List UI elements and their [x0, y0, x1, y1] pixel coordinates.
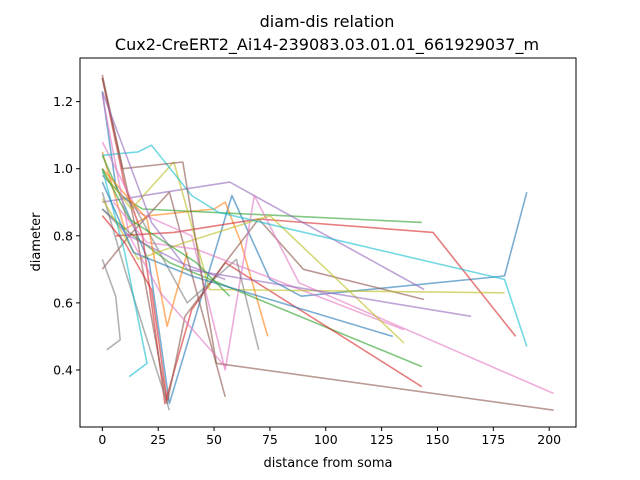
- chart-title: diam-dis relation: [260, 12, 395, 31]
- x-tick-label: 25: [150, 432, 166, 447]
- x-tick-label: 200: [537, 432, 561, 447]
- axes-frame: [79, 57, 577, 428]
- x-tick-label: 75: [262, 432, 278, 447]
- x-tick-label: 50: [206, 432, 222, 447]
- y-tick-label: 1.2: [53, 94, 73, 109]
- y-axis-ticks: 0.4 0.6 0.8 1.0 1.2: [53, 94, 80, 377]
- y-tick-label: 0.8: [53, 228, 73, 243]
- series-line-20: [101, 168, 188, 328]
- chart-subtitle: Cux2-CreERT2_Ai14-239083.03.01.01_661929…: [115, 35, 539, 55]
- series-line-1: [101, 91, 528, 405]
- y-axis-label: diameter: [29, 212, 44, 272]
- series-line-24: [101, 168, 231, 297]
- series-line-7: [102, 181, 425, 291]
- series-line-16: [101, 198, 405, 344]
- series-line-18: [101, 168, 148, 378]
- series-line-26: [101, 215, 168, 401]
- x-tick-label: 0: [98, 432, 106, 447]
- y-tick-label: 1.0: [53, 161, 73, 176]
- plot-area-lines: [101, 74, 555, 411]
- series-line-21: [101, 77, 554, 411]
- series-line-23: [101, 94, 226, 368]
- series-line-14: [101, 191, 171, 411]
- series-line-25: [101, 259, 121, 351]
- y-tick-label: 0.6: [53, 295, 73, 310]
- x-tick-label: 175: [481, 432, 505, 447]
- x-tick-label: 100: [314, 432, 338, 447]
- x-tick-label: 125: [370, 432, 394, 447]
- x-axis-label: distance from soma: [264, 456, 393, 471]
- y-tick-label: 0.4: [53, 362, 73, 377]
- series-line-17: [102, 144, 528, 347]
- x-tick-label: 150: [426, 432, 450, 447]
- x-axis-ticks: 0 25 50 75 100 125 150 175 200: [98, 427, 561, 447]
- series-line-19: [101, 181, 394, 338]
